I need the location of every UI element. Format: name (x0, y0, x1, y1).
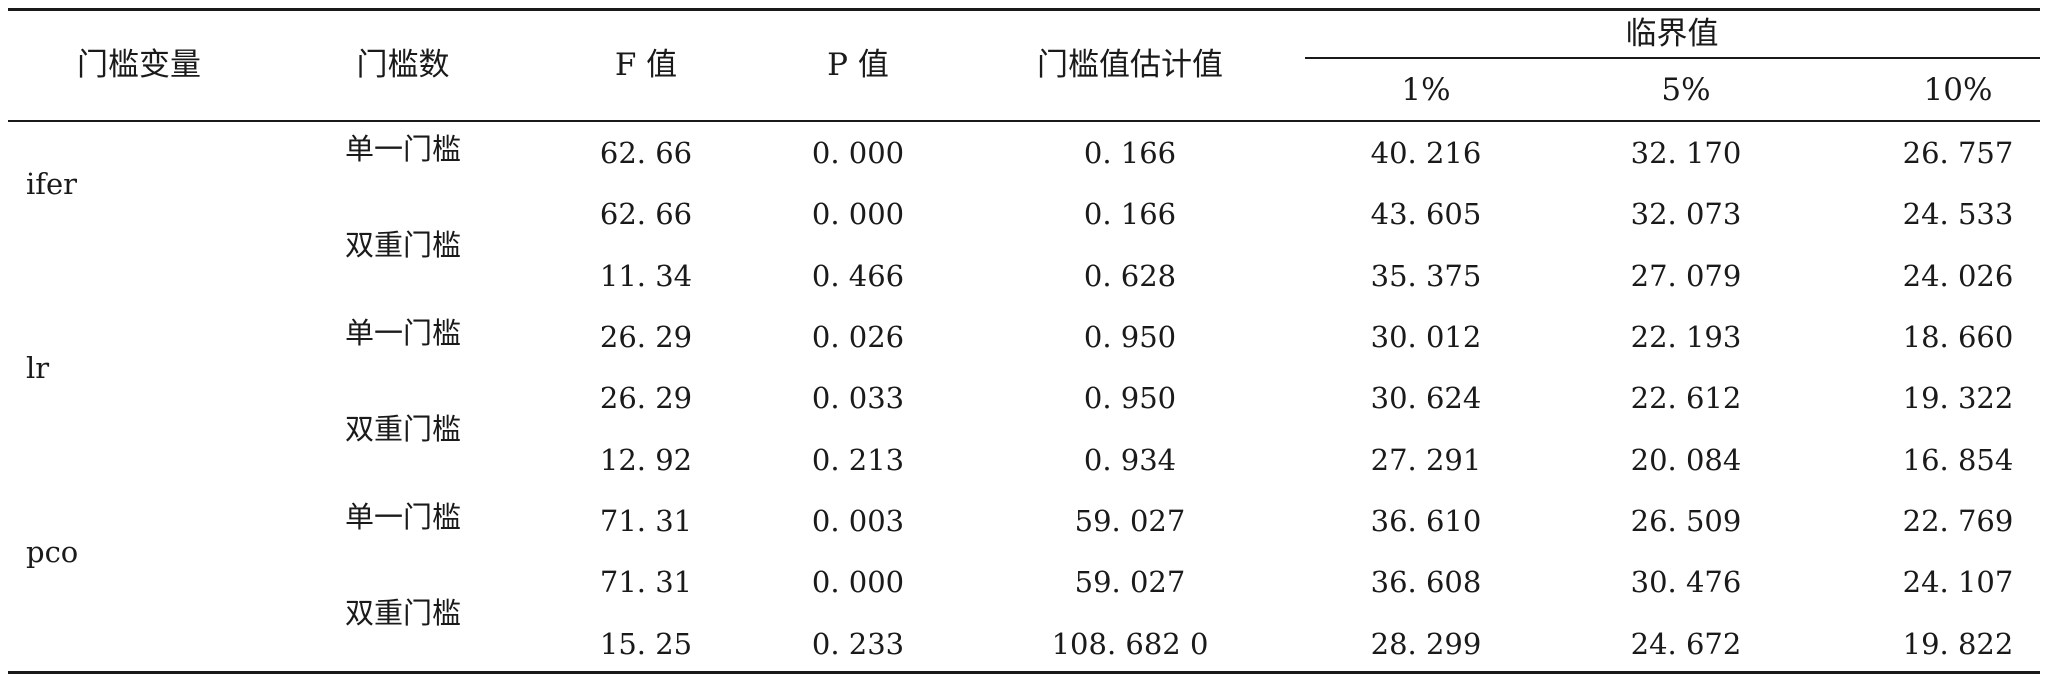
cell-f-value: 11. 34 (599, 259, 693, 293)
cell-critical-5: 27. 079 (1630, 259, 1742, 293)
cell-critical-1: 28. 299 (1370, 627, 1482, 661)
header-critical-values: 临界值 (1625, 16, 1719, 52)
cell-critical-1: 43. 605 (1370, 197, 1482, 231)
cell-f-value: 62. 66 (599, 136, 693, 170)
cell-critical-5: 32. 170 (1630, 136, 1742, 170)
cell-threshold-double: 双重门槛 (344, 596, 462, 630)
cell-f-value: 26. 29 (599, 381, 693, 415)
top-rule (8, 8, 2040, 11)
cell-critical-10: 19. 322 (1902, 381, 2014, 415)
cell-p-value: 0. 033 (811, 381, 905, 415)
header-threshold-count: 门槛数 (356, 47, 450, 83)
cell-p-value: 0. 026 (811, 320, 905, 354)
cell-threshold-estimate: 59. 027 (1074, 565, 1186, 599)
header-variable: 门槛变量 (77, 47, 201, 83)
cell-p-value: 0. 213 (811, 443, 905, 477)
cell-variable: lr (26, 350, 50, 385)
cell-critical-5: 30. 476 (1630, 565, 1742, 599)
cell-variable: pco (26, 534, 79, 569)
cell-variable: ifer (26, 166, 78, 201)
cell-threshold-single: 单一门槛 (344, 316, 462, 350)
cell-f-value: 62. 66 (599, 197, 693, 231)
cell-critical-1: 35. 375 (1370, 259, 1482, 293)
cell-critical-10: 16. 854 (1902, 443, 2014, 477)
header-rule (8, 120, 2040, 122)
cell-p-value: 0. 233 (811, 627, 905, 661)
cell-threshold-estimate: 108. 682 0 (1051, 627, 1209, 661)
cell-critical-1: 27. 291 (1370, 443, 1482, 477)
cell-critical-1: 30. 624 (1370, 381, 1482, 415)
cell-threshold-double: 双重门槛 (344, 228, 462, 262)
cell-threshold-estimate: 0. 628 (1083, 259, 1177, 293)
threshold-table: 门槛变量 门槛数 F 值 P 值 门槛值估计值 临界值 1% 5% 10% if… (8, 8, 2040, 674)
critical-values-rule (1305, 57, 2040, 59)
cell-threshold-estimate: 0. 166 (1083, 197, 1177, 231)
cell-p-value: 0. 466 (811, 259, 905, 293)
cell-f-value: 26. 29 (599, 320, 693, 354)
cell-threshold-single: 单一门槛 (344, 132, 462, 166)
cell-critical-5: 22. 193 (1630, 320, 1742, 354)
cell-threshold-estimate: 0. 950 (1083, 381, 1177, 415)
cell-p-value: 0. 003 (811, 504, 905, 538)
cell-critical-1: 36. 608 (1370, 565, 1482, 599)
header-f-value: F 值 (614, 47, 678, 83)
cell-f-value: 12. 92 (599, 443, 693, 477)
cell-threshold-estimate: 59. 027 (1074, 504, 1186, 538)
header-critical-5: 5% (1661, 72, 1711, 108)
cell-threshold-single: 单一门槛 (344, 500, 462, 534)
cell-f-value: 15. 25 (599, 627, 693, 661)
cell-critical-5: 20. 084 (1630, 443, 1742, 477)
cell-threshold-estimate: 0. 950 (1083, 320, 1177, 354)
cell-critical-1: 40. 216 (1370, 136, 1482, 170)
cell-threshold-double: 双重门槛 (344, 412, 462, 446)
cell-critical-5: 26. 509 (1630, 504, 1742, 538)
cell-critical-1: 30. 012 (1370, 320, 1482, 354)
header-p-value: P 值 (827, 47, 889, 83)
header-critical-1: 1% (1401, 72, 1451, 108)
cell-critical-10: 19. 822 (1902, 627, 2014, 661)
cell-critical-5: 24. 672 (1630, 627, 1742, 661)
cell-f-value: 71. 31 (599, 565, 693, 599)
cell-p-value: 0. 000 (811, 136, 905, 170)
cell-threshold-estimate: 0. 166 (1083, 136, 1177, 170)
cell-p-value: 0. 000 (811, 565, 905, 599)
cell-p-value: 0. 000 (811, 197, 905, 231)
header-critical-10: 10% (1923, 72, 1993, 108)
cell-critical-10: 24. 533 (1902, 197, 2014, 231)
cell-critical-10: 22. 769 (1902, 504, 2014, 538)
cell-critical-10: 24. 107 (1902, 565, 2014, 599)
cell-critical-10: 18. 660 (1902, 320, 2014, 354)
cell-f-value: 71. 31 (599, 504, 693, 538)
header-threshold-estimate: 门槛值估计值 (1037, 47, 1223, 83)
cell-critical-10: 24. 026 (1902, 259, 2014, 293)
bottom-rule (8, 671, 2040, 674)
cell-critical-5: 22. 612 (1630, 381, 1742, 415)
cell-critical-5: 32. 073 (1630, 197, 1742, 231)
cell-critical-1: 36. 610 (1370, 504, 1482, 538)
cell-threshold-estimate: 0. 934 (1083, 443, 1177, 477)
cell-critical-10: 26. 757 (1902, 136, 2014, 170)
